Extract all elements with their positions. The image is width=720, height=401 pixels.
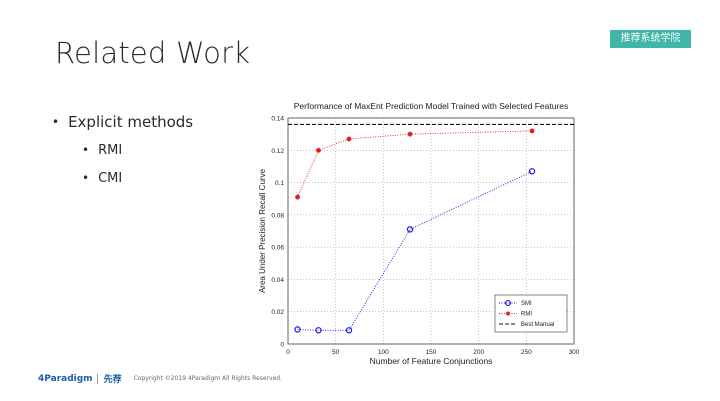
copyright-text: Copyright ©2019 4Paradigm All Rights Res… — [133, 375, 283, 382]
data-point-rmi — [529, 128, 535, 134]
x-axis-label: Number of Feature Conjunctions — [370, 356, 493, 366]
bullet-list: • Explicit methods • RMI • CMI — [52, 112, 193, 187]
y-tick-label: 0.08 — [271, 212, 284, 219]
legend-label: SMI — [521, 301, 532, 307]
data-point-smi — [315, 327, 322, 334]
legend-marker-smi — [505, 300, 511, 306]
legend-marker-rmi — [506, 311, 510, 316]
y-tick-label: 0.1 — [275, 180, 284, 187]
bullet-dot-icon: • — [52, 115, 60, 129]
x-tick-label: 50 — [332, 349, 340, 356]
bullet-sub-rmi: • RMI — [82, 141, 193, 159]
data-point-smi — [294, 326, 301, 333]
y-tick-label: 0.06 — [271, 245, 284, 252]
data-point-smi — [528, 168, 536, 175]
x-tick-label: 0 — [286, 349, 290, 356]
data-point-rmi — [346, 136, 352, 142]
bullet-dot-icon: • — [82, 171, 90, 185]
y-tick-label: 0.04 — [271, 277, 284, 284]
data-point-smi — [406, 226, 414, 233]
bullet-main-label: Explicit methods — [68, 113, 194, 131]
bullet-sub-label: CMI — [98, 170, 123, 186]
y-tick-label: 0 — [280, 342, 284, 349]
line-chart: Performance of MaxEnt Prediction Model T… — [258, 101, 580, 366]
data-point-rmi — [407, 131, 413, 137]
x-tick-label: 100 — [378, 349, 389, 356]
chart-container: Performance of MaxEnt Prediction Model T… — [250, 98, 590, 368]
footer: 4Paradigm 先荐 Copyright ©2019 4Paradigm A… — [38, 372, 282, 385]
x-tick-label: 150 — [426, 349, 437, 356]
data-point-rmi — [316, 147, 321, 153]
bullet-dot-icon: • — [82, 143, 90, 157]
data-point-rmi — [295, 194, 300, 200]
legend-label: RMI — [521, 312, 532, 318]
x-tick-label: 200 — [473, 349, 484, 356]
bullet-sub-cmi: • CMI — [82, 169, 193, 187]
company-logo-secondary: 先荐 — [103, 375, 122, 385]
data-point-smi — [345, 327, 353, 334]
logo-divider — [96, 373, 98, 384]
y-axis-label: Area Under Precision Recall Curve — [258, 168, 267, 293]
y-tick-label: 0.14 — [271, 116, 284, 123]
bullet-main: • Explicit methods — [52, 112, 193, 132]
page-title: Related Work — [55, 36, 251, 70]
chart-title: Performance of MaxEnt Prediction Model T… — [294, 101, 569, 111]
legend-label: Best Manual — [521, 322, 554, 328]
x-tick-label: 250 — [521, 349, 532, 356]
y-tick-label: 0.12 — [271, 148, 284, 155]
bullet-sub-label: RMI — [98, 142, 123, 158]
brand-badge: 推荐系统学院 — [610, 30, 691, 48]
y-tick-label: 0.02 — [271, 309, 284, 316]
company-logo: 4Paradigm — [38, 373, 93, 384]
x-tick-label: 300 — [569, 349, 580, 356]
series-line-rmi — [297, 130, 533, 198]
